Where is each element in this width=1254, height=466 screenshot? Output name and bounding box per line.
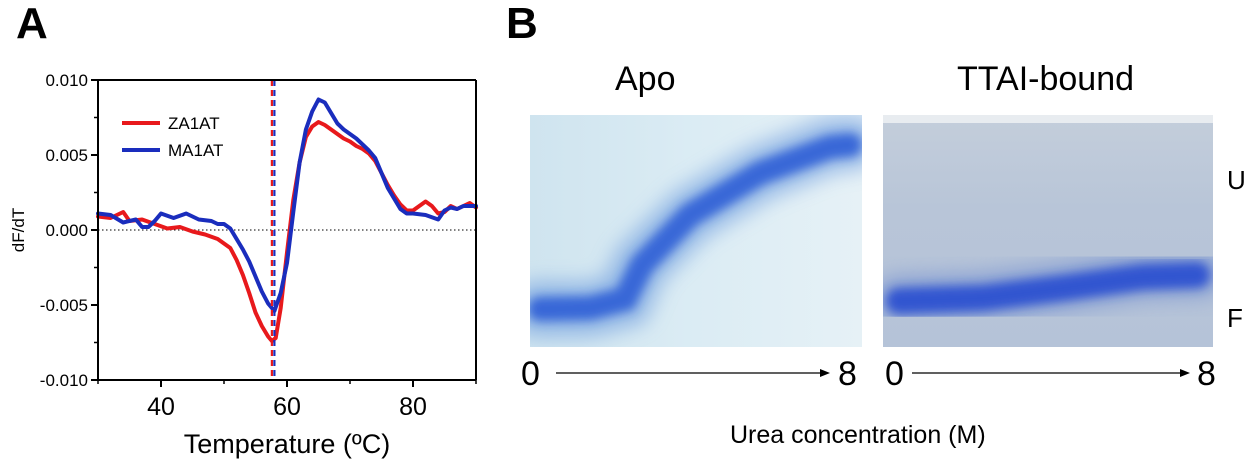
bound-gel-top-edge <box>883 115 1213 123</box>
bound-end-label: 8 <box>1197 355 1216 393</box>
folded-label: F <box>1227 303 1243 333</box>
apo-end-label: 8 <box>838 355 857 393</box>
urea-axis-caption: Urea concentration (M) <box>730 421 986 449</box>
legend-label-ma1at: MA1AT <box>168 141 223 160</box>
y-tick-label: -0.005 <box>40 296 88 315</box>
series-line-za1at <box>96 120 478 343</box>
bound-gel-title: TTAI-bound <box>957 60 1135 98</box>
apo-start-label: 0 <box>521 355 540 393</box>
bound-urea-arrow <box>912 369 1190 377</box>
apo-band <box>530 133 862 321</box>
apo-urea-arrow <box>556 369 830 377</box>
bound-gel-image <box>883 115 1213 347</box>
unfolded-label: U <box>1227 165 1246 195</box>
apo-gel-image <box>530 115 862 347</box>
y-tick-label: -0.010 <box>40 371 88 390</box>
y-axis-label: dF/dT <box>9 208 28 252</box>
panel-label-a: A <box>16 0 48 48</box>
apo-gel-title: Apo <box>615 60 676 98</box>
y-tick-label: 0.010 <box>45 71 88 90</box>
x-tick-label: 80 <box>399 393 427 421</box>
legend-label-za1at: ZA1AT <box>168 114 220 133</box>
panel-label-b: B <box>506 0 538 48</box>
series-line-ma1at <box>96 97 478 313</box>
x-tick-label: 40 <box>147 393 175 421</box>
bound-band <box>886 262 1210 314</box>
x-tick-label: 60 <box>273 393 301 421</box>
y-tick-label: 0.005 <box>45 146 88 165</box>
x-axis-label: Temperature (ºC) <box>184 429 390 459</box>
y-tick-label: 0.000 <box>45 221 88 240</box>
bound-start-label: 0 <box>885 355 904 393</box>
